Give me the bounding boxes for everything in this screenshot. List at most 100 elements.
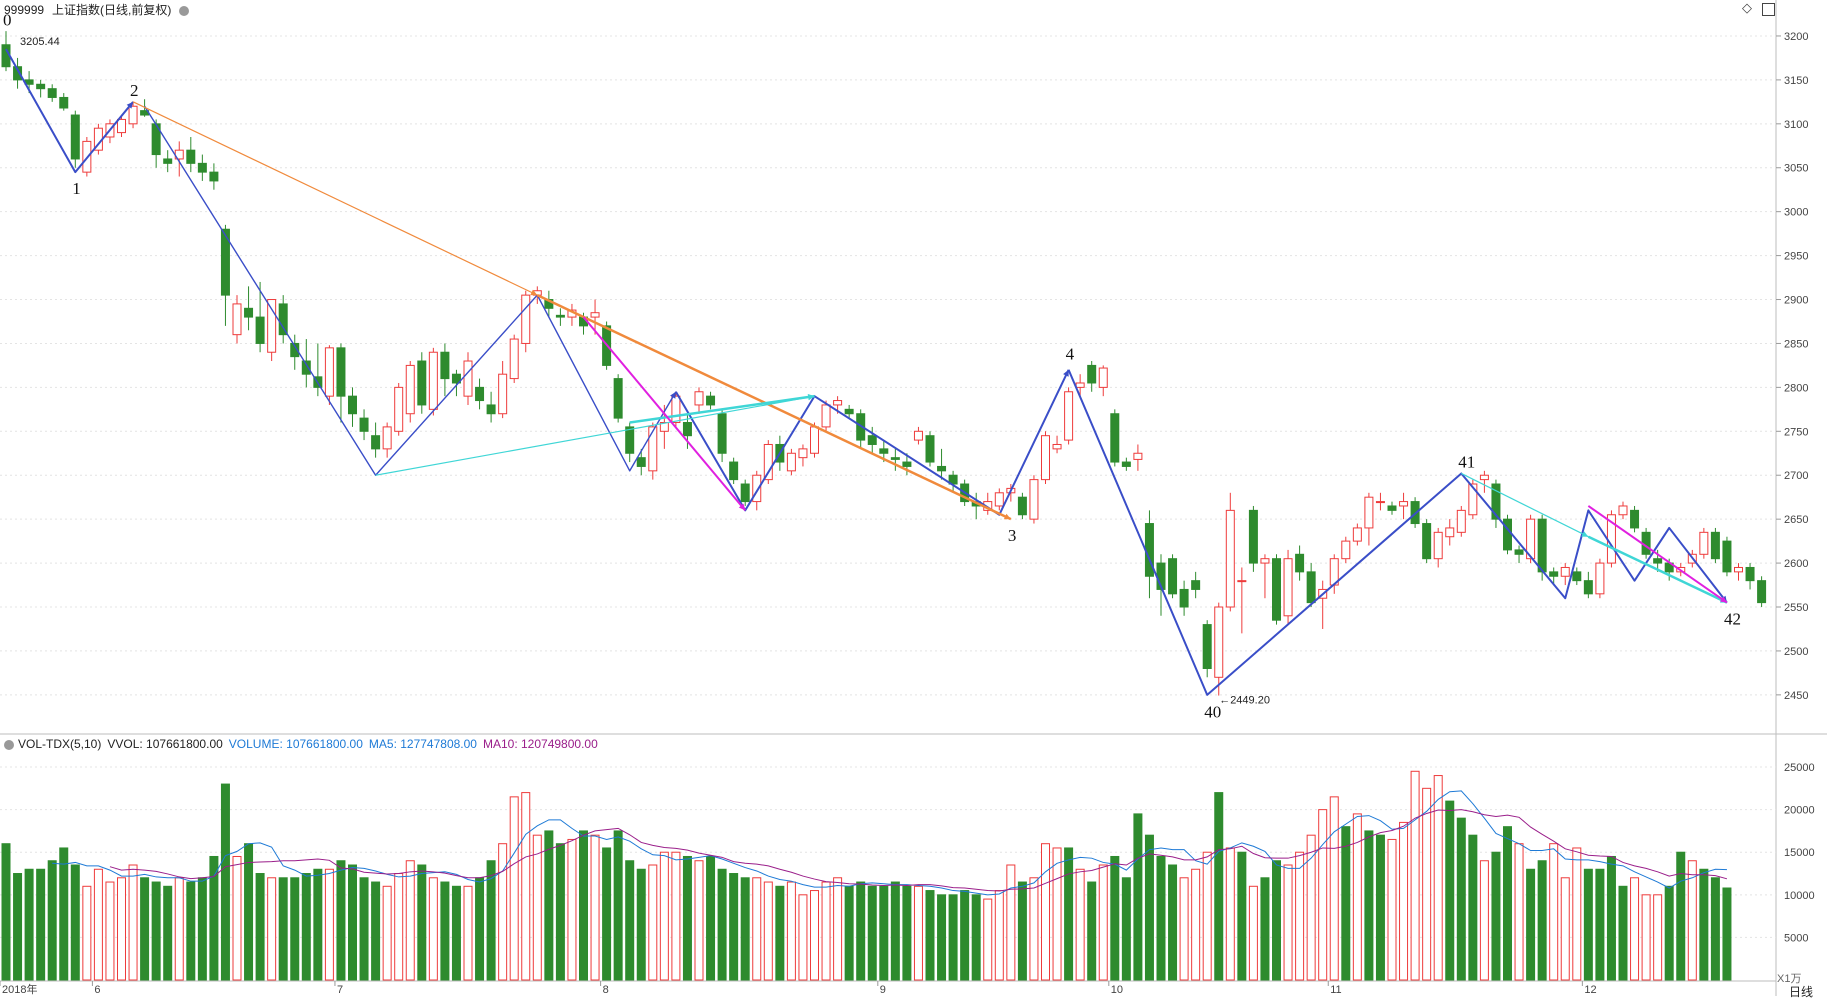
volume-bar [1017, 881, 1027, 981]
orange-arrowhead [530, 289, 538, 296]
candle-body [1064, 391, 1074, 441]
candle-body [925, 435, 935, 463]
candle-body [1549, 571, 1559, 577]
price-tick-label: 2550 [1784, 602, 1808, 614]
volume-tick-label: 5000 [1784, 932, 1808, 944]
candle-body [1179, 588, 1189, 608]
wave-label-4: 4 [1066, 344, 1075, 363]
candle-body [913, 430, 923, 441]
price-tick-label: 3050 [1784, 163, 1808, 175]
volume-bar [1595, 868, 1605, 981]
volume-bar [1445, 800, 1455, 981]
volume-bar [763, 881, 773, 981]
volume-bar [336, 860, 346, 981]
wave-label-40: 40 [1204, 703, 1221, 722]
volume-bar [879, 885, 889, 981]
blue-arrowhead [126, 101, 134, 109]
volume-bar [1722, 887, 1732, 981]
volume-bar [1029, 877, 1039, 981]
price-tick-label: 2750 [1784, 426, 1808, 438]
candle-body [1468, 483, 1478, 516]
volume-bar [1006, 864, 1016, 981]
candle-body [1456, 509, 1466, 533]
orange-arrowhead [1003, 513, 1011, 520]
volume-bar [1110, 855, 1120, 981]
candle-body [1087, 364, 1097, 384]
volume-bar [1329, 796, 1339, 981]
candle-body [1583, 580, 1593, 595]
candle-body [509, 338, 519, 380]
volume-bar [1144, 834, 1154, 981]
diamond-icon[interactable]: ◇ [1742, 0, 1752, 15]
candle-body [498, 373, 508, 415]
candle-body [1734, 566, 1743, 573]
date-tick-label: 6 [94, 984, 100, 996]
price-tick-label: 2950 [1784, 251, 1808, 263]
volume-bar [706, 855, 716, 981]
volume-bar [1295, 851, 1305, 981]
volume-bar [810, 890, 819, 981]
candle-body [36, 83, 46, 90]
candle-body [1364, 496, 1374, 529]
volume-bar [301, 873, 311, 981]
candle-body [1375, 501, 1385, 504]
candle-body [1121, 461, 1131, 467]
volume-bar [798, 894, 808, 981]
volume-bar [694, 860, 704, 981]
candle-body [463, 360, 473, 397]
volume-bar [1641, 894, 1651, 981]
candle-body [394, 386, 404, 432]
volume-bar [394, 873, 404, 981]
volume-bar [983, 898, 993, 981]
blue-arrowhead [670, 391, 676, 399]
volume-value: VOLUME: 107661800.00 [228, 737, 363, 751]
candle-body [752, 474, 762, 503]
candle-body [1202, 624, 1212, 670]
wave-label-0: 0 [3, 11, 12, 30]
close-square-icon[interactable] [1762, 3, 1775, 16]
volume-bar [671, 851, 681, 981]
volume-unit-label: X1万 [1777, 973, 1802, 985]
volume-bar [1214, 792, 1224, 981]
volume-bar [82, 885, 92, 981]
volume-settings-icon[interactable] [4, 739, 14, 750]
volume-bar [590, 834, 600, 981]
volume-bar [1514, 843, 1524, 981]
volume-bar [486, 860, 496, 981]
candle-body [186, 149, 196, 164]
candle-body [417, 360, 427, 406]
volume-bar [1225, 847, 1235, 981]
volume-bar [856, 881, 866, 981]
candle-body [555, 314, 565, 318]
volume-bar [1676, 851, 1686, 981]
candle-body [128, 105, 138, 125]
candle-body [1272, 558, 1281, 621]
volume-bar [1468, 834, 1478, 981]
candle-body [844, 408, 854, 415]
volume-bar [786, 881, 796, 981]
blue-wave-line [5, 48, 134, 174]
candle-body [163, 158, 173, 164]
volume-bar [613, 830, 623, 981]
volume-bar [186, 881, 196, 981]
candle-body [521, 294, 531, 344]
orange-wave-line [536, 293, 1012, 521]
magenta-arrowhead [1720, 596, 1727, 603]
volume-bar [1456, 817, 1466, 981]
candle-body [382, 426, 392, 450]
candle-body [290, 342, 300, 358]
candle-body [659, 422, 669, 432]
candle-body [255, 316, 265, 344]
volume-bar [36, 868, 46, 981]
volume-bar [1087, 881, 1097, 981]
period-label[interactable]: 日线 [1789, 985, 1814, 999]
volume-bar [1075, 868, 1085, 981]
candle-body [1526, 518, 1536, 560]
volume-bar [324, 868, 334, 981]
volume-bar [290, 877, 300, 981]
volume-bar [752, 877, 762, 981]
candle-body [440, 351, 450, 380]
settings-circle-icon[interactable] [179, 5, 190, 16]
wave-label-42: 42 [1724, 610, 1741, 629]
